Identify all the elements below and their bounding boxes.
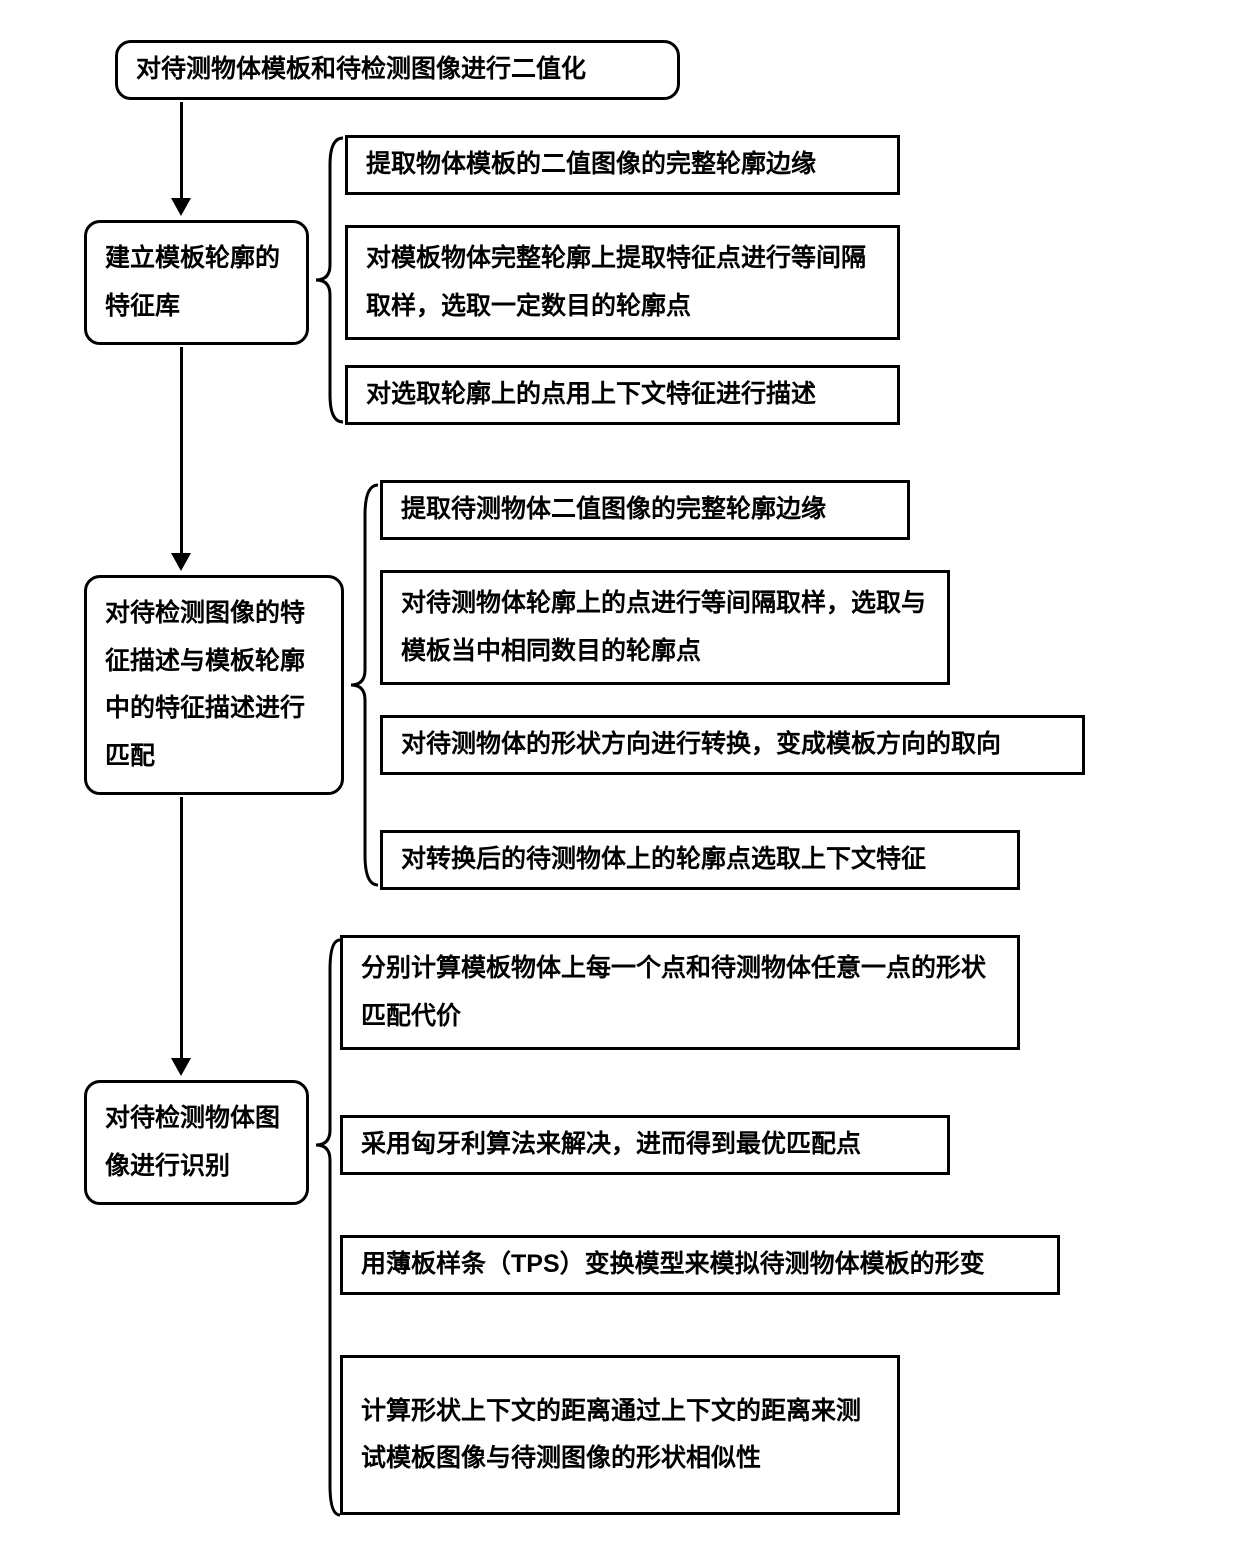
sub-step-context-features: 对选取轮廓上的点用上下文特征进行描述 xyxy=(345,365,900,425)
flowchart-diagram: 对待测物体模板和待检测图像进行二值化 建立模板轮廓的特征库 提取物体模板的二值图… xyxy=(20,20,1220,1545)
box-label: 对待测物体轮廓上的点进行等间隔取样，选取与模板当中相同数目的轮廓点 xyxy=(401,580,929,675)
box-label: 对选取轮廓上的点用上下文特征进行描述 xyxy=(366,371,816,419)
arrow-connector xyxy=(180,347,183,555)
arrow-head-icon xyxy=(171,1058,191,1076)
arrow-head-icon xyxy=(171,198,191,216)
box-label: 对转换后的待测物体上的轮廓点选取上下文特征 xyxy=(401,836,926,884)
main-step-recognition: 对待检测物体图像进行识别 xyxy=(84,1080,309,1205)
sub-step-sample-points: 对模板物体完整轮廓上提取特征点进行等间隔取样，选取一定数目的轮廓点 xyxy=(345,225,900,340)
box-label: 计算形状上下文的距离通过上下文的距离来测试模板图像与待测图像的形状相似性 xyxy=(361,1388,879,1483)
box-label: 分别计算模板物体上每一个点和待测物体任意一点的形状匹配代价 xyxy=(361,945,999,1040)
box-label: 对模板物体完整轮廓上提取特征点进行等间隔取样，选取一定数目的轮廓点 xyxy=(366,235,879,330)
sub-step-extract-test-contour: 提取待测物体二值图像的完整轮廓边缘 xyxy=(380,480,910,540)
box-label: 对待测物体的形状方向进行转换，变成模板方向的取向 xyxy=(401,721,1001,769)
brace-icon xyxy=(345,480,380,890)
arrow-connector xyxy=(180,797,183,1060)
sub-step-tps-transform: 用薄板样条（TPS）变换模型来模拟待测物体模板的形变 xyxy=(340,1235,1060,1295)
box-label: 采用匈牙利算法来解决，进而得到最优匹配点 xyxy=(361,1121,861,1169)
sub-step-direction-transform: 对待测物体的形状方向进行转换，变成模板方向的取向 xyxy=(380,715,1085,775)
box-label: 建立模板轮廓的特征库 xyxy=(105,235,288,330)
sub-step-sample-test-points: 对待测物体轮廓上的点进行等间隔取样，选取与模板当中相同数目的轮廓点 xyxy=(380,570,950,685)
sub-step-hungarian-algorithm: 采用匈牙利算法来解决，进而得到最优匹配点 xyxy=(340,1115,950,1175)
sub-step-extract-contour: 提取物体模板的二值图像的完整轮廓边缘 xyxy=(345,135,900,195)
box-label: 提取物体模板的二值图像的完整轮廓边缘 xyxy=(366,141,816,189)
box-label: 用薄板样条（TPS）变换模型来模拟待测物体模板的形变 xyxy=(361,1241,985,1289)
arrow-connector xyxy=(180,102,183,200)
sub-step-matching-cost: 分别计算模板物体上每一个点和待测物体任意一点的形状匹配代价 xyxy=(340,935,1020,1050)
box-label: 对待检测图像的特征描述与模板轮廓中的特征描述进行匹配 xyxy=(105,590,323,780)
sub-step-select-context: 对转换后的待测物体上的轮廓点选取上下文特征 xyxy=(380,830,1020,890)
box-label: 提取待测物体二值图像的完整轮廓边缘 xyxy=(401,486,826,534)
main-step-binarization: 对待测物体模板和待检测图像进行二值化 xyxy=(115,40,680,100)
brace-icon xyxy=(310,135,345,425)
box-label: 对待测物体模板和待检测图像进行二值化 xyxy=(136,46,586,94)
box-label: 对待检测物体图像进行识别 xyxy=(105,1095,288,1190)
main-step-feature-library: 建立模板轮廓的特征库 xyxy=(84,220,309,345)
sub-step-similarity-distance: 计算形状上下文的距离通过上下文的距离来测试模板图像与待测图像的形状相似性 xyxy=(340,1355,900,1515)
arrow-head-icon xyxy=(171,553,191,571)
main-step-feature-matching: 对待检测图像的特征描述与模板轮廓中的特征描述进行匹配 xyxy=(84,575,344,795)
